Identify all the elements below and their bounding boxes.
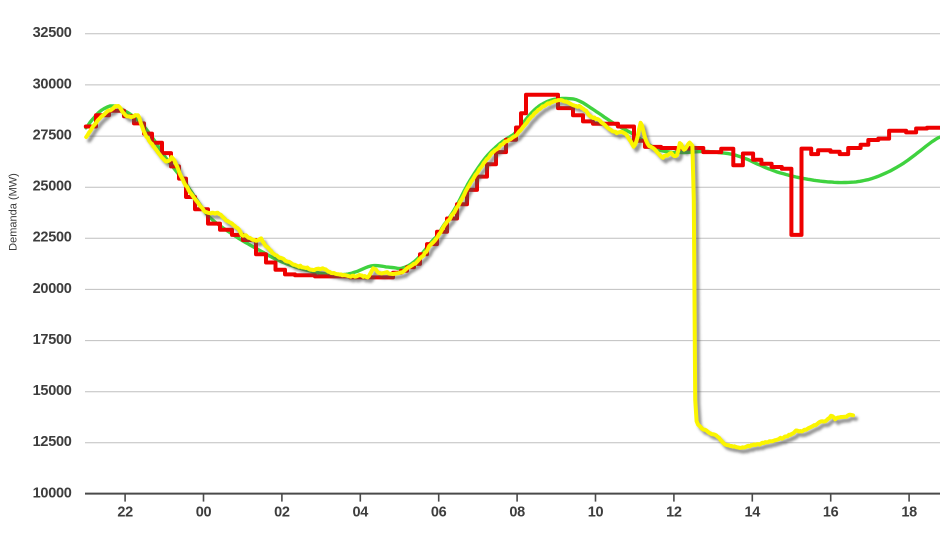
svg-text:10000: 10000 bbox=[33, 485, 72, 501]
svg-text:20000: 20000 bbox=[33, 281, 72, 297]
svg-text:00: 00 bbox=[196, 505, 212, 521]
svg-text:32500: 32500 bbox=[33, 25, 72, 41]
svg-text:15000: 15000 bbox=[33, 383, 72, 399]
svg-text:06: 06 bbox=[431, 505, 447, 521]
svg-text:12: 12 bbox=[666, 505, 682, 521]
svg-text:22500: 22500 bbox=[33, 230, 72, 246]
svg-text:Demanda (MW): Demanda (MW) bbox=[8, 173, 20, 251]
svg-text:27500: 27500 bbox=[33, 128, 72, 144]
svg-text:18: 18 bbox=[901, 505, 917, 521]
svg-text:17500: 17500 bbox=[33, 332, 72, 348]
svg-text:22: 22 bbox=[117, 505, 133, 521]
svg-text:08: 08 bbox=[509, 505, 525, 521]
svg-text:12500: 12500 bbox=[33, 434, 72, 450]
svg-text:10: 10 bbox=[588, 505, 604, 521]
svg-text:02: 02 bbox=[274, 505, 290, 521]
svg-text:16: 16 bbox=[823, 505, 839, 521]
svg-text:25000: 25000 bbox=[33, 179, 72, 195]
svg-text:14: 14 bbox=[745, 505, 761, 521]
svg-text:04: 04 bbox=[353, 505, 369, 521]
svg-text:30000: 30000 bbox=[33, 76, 72, 92]
